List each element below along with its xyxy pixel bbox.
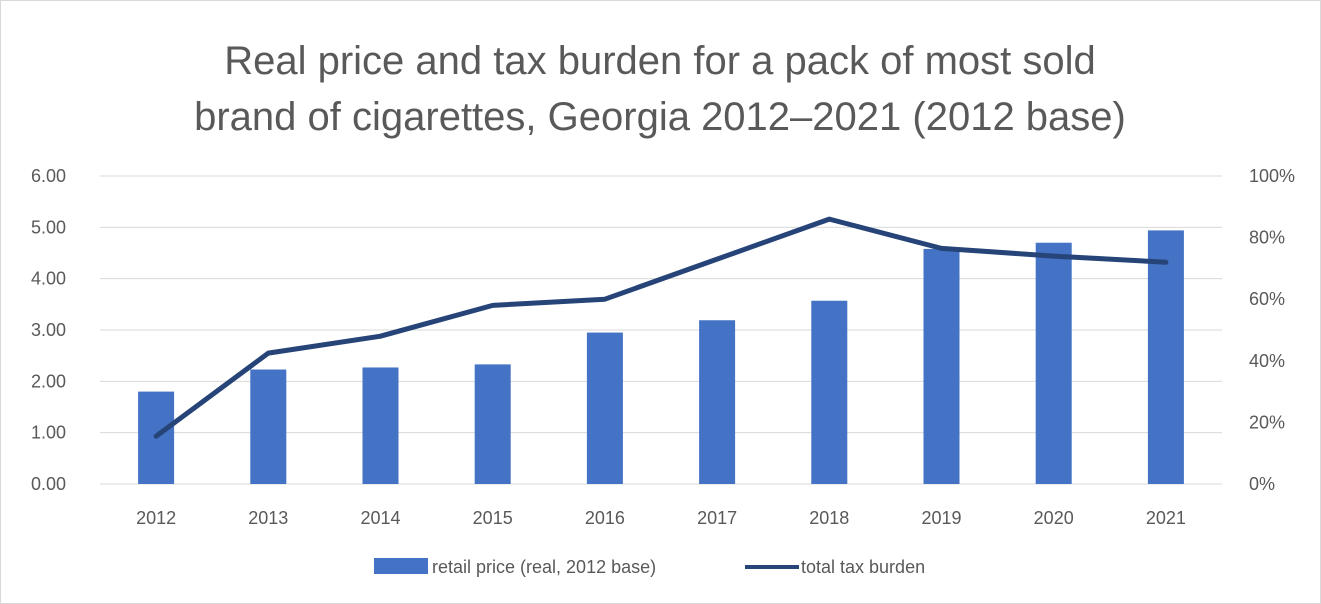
left-axis-tick-label: 1.00 xyxy=(31,423,66,443)
left-axis-tick-label: 2.00 xyxy=(31,371,66,391)
x-axis-tick-label: 2021 xyxy=(1146,508,1186,528)
x-axis-tick-label: 2017 xyxy=(697,508,737,528)
bar xyxy=(1035,242,1072,484)
x-axis-tick-label: 2020 xyxy=(1034,508,1074,528)
right-axis-tick-label: 20% xyxy=(1249,412,1285,432)
series-line xyxy=(153,216,1169,439)
right-axis-ticks: 0% 20% 40% 60% 80% 100% xyxy=(1249,166,1295,494)
bar xyxy=(923,248,960,484)
left-axis-tick-label: 5.00 xyxy=(31,217,66,237)
x-axis-tick-label: 2015 xyxy=(473,508,513,528)
left-axis-tick-label: 3.00 xyxy=(31,320,66,340)
x-axis-tick-label: 2019 xyxy=(921,508,961,528)
x-axis-tick-label: 2014 xyxy=(360,508,400,528)
right-axis-tick-label: 0% xyxy=(1249,474,1275,494)
chart-title-line-1: Real price and tax burden for a pack of … xyxy=(224,39,1096,83)
left-axis-tick-label: 0.00 xyxy=(31,474,66,494)
x-axis-tick-label: 2016 xyxy=(585,508,625,528)
bar xyxy=(362,367,399,484)
bar xyxy=(474,364,511,484)
x-axis-ticks: 2012 2013 2014 2015 2016 2017 2018 2019 2020 2021 xyxy=(136,508,1186,528)
bar xyxy=(699,320,736,484)
bar-series xyxy=(138,230,1184,484)
left-axis-ticks: 0.00 1.00 2.00 3.00 4.00 5.00 6.00 xyxy=(31,166,66,494)
legend-bar-swatch xyxy=(374,558,428,574)
bar xyxy=(1147,230,1184,484)
bar xyxy=(250,369,287,484)
line-series xyxy=(153,216,1169,439)
left-axis-tick-label: 6.00 xyxy=(31,166,66,186)
chart-title-line-2: brand of cigarettes, Georgia 2012–2021 (… xyxy=(194,95,1126,139)
bar xyxy=(811,300,848,484)
x-axis-tick-label: 2018 xyxy=(809,508,849,528)
left-axis-tick-label: 4.00 xyxy=(31,269,66,289)
right-axis-tick-label: 80% xyxy=(1249,228,1285,248)
legend-line-label: total tax burden xyxy=(801,557,925,577)
right-axis-tick-label: 100% xyxy=(1249,166,1295,186)
right-axis-tick-label: 40% xyxy=(1249,351,1285,371)
x-axis-tick-label: 2012 xyxy=(136,508,176,528)
legend: retail price (real, 2012 base) total tax… xyxy=(374,557,925,577)
right-axis-tick-label: 60% xyxy=(1249,289,1285,309)
bar xyxy=(586,332,623,484)
legend-bar-label: retail price (real, 2012 base) xyxy=(432,557,656,577)
x-axis-tick-label: 2013 xyxy=(248,508,288,528)
